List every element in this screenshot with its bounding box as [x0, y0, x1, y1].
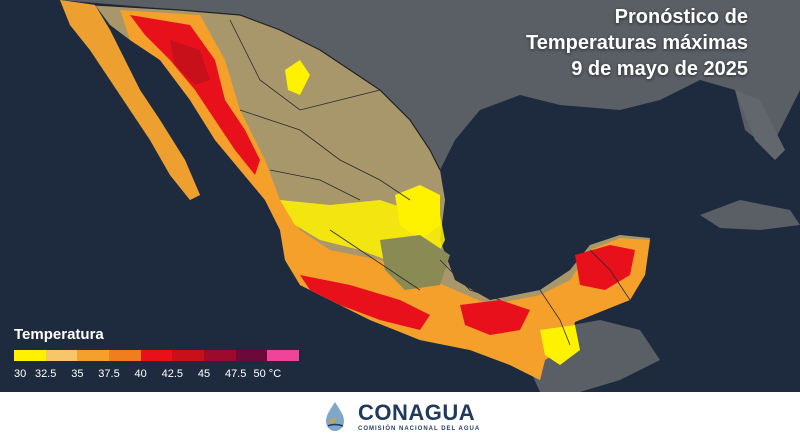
florida-land [735, 90, 785, 160]
temperature-map: Pronóstico de Temperaturas máximas 9 de … [0, 0, 800, 392]
heat-core-isthmus [460, 300, 530, 335]
map-title: Pronóstico de Temperaturas máximas 9 de … [526, 4, 748, 82]
legend-color-bar [14, 350, 300, 361]
legend-swatch [109, 350, 141, 361]
cool-zone-highlands [380, 235, 450, 290]
heat-core-balsas [300, 275, 430, 330]
legend-swatch [45, 350, 78, 361]
legend-swatch [204, 350, 236, 361]
legend-swatch [140, 350, 173, 361]
legend-swatch [14, 350, 46, 361]
footer-bar: CONAGUA COMISIÓN NACIONAL DEL AGUA [0, 392, 800, 445]
legend-tick: 35 [71, 368, 84, 380]
legend-tick: 32.5 [34, 368, 57, 380]
legend-tick: 37.5 [98, 368, 120, 380]
heat-zone-baja [60, 0, 200, 200]
legend-tick: 40 [134, 368, 147, 380]
conagua-logo: CONAGUA COMISIÓN NACIONAL DEL AGUA [318, 400, 480, 434]
legend-tick: 30 [14, 368, 27, 380]
legend-swatch [235, 350, 268, 361]
heat-core-yucatan [575, 245, 635, 290]
legend-tick: 45 [197, 368, 211, 380]
temperature-legend: Temperatura 30 32.5 35 37.5 40 42.5 45 47.5 50 °… [14, 326, 314, 386]
legend-tick: 50 °C [253, 368, 282, 380]
legend-title: Temperatura [14, 326, 104, 343]
title-line-1: Pronóstico de [614, 6, 748, 28]
legend-swatch [267, 350, 300, 361]
warm-zone-chihuahua [285, 60, 310, 95]
heat-core-dark [170, 40, 210, 85]
title-line-3: 9 de mayo de 2025 [571, 58, 748, 80]
us-mexico-border [94, 4, 441, 171]
warm-zone-chiapas [540, 325, 580, 365]
legend-swatch [77, 350, 110, 361]
map-canvas [60, 0, 800, 392]
brand-name: CONAGUA [358, 399, 476, 425]
legend-tick-labels: 30 32.5 35 37.5 40 42.5 45 47.5 50 °C [14, 367, 314, 381]
state-borders [229, 19, 631, 346]
legend-tick: 47.5 [224, 368, 247, 380]
water-drop-icon [326, 402, 344, 431]
legend-tick: 42.5 [161, 368, 184, 380]
cuba-land [700, 200, 800, 230]
brand-subtitle: COMISIÓN NACIONAL DEL AGUA [358, 425, 481, 432]
title-line-2: Temperaturas máximas [526, 32, 748, 54]
usa-land [60, 0, 800, 170]
heat-core-sonora-sinaloa [130, 15, 260, 175]
legend-swatch [172, 350, 205, 361]
warm-zone-huasteca [395, 185, 440, 240]
